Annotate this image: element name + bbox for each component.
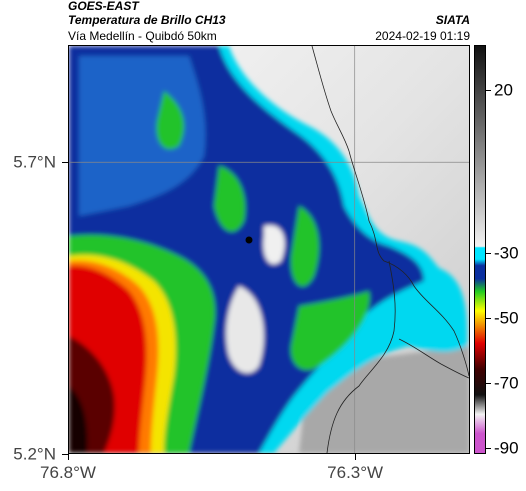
clear-patch-center bbox=[263, 225, 285, 265]
colorbar-tick-label: -90 bbox=[494, 438, 519, 457]
satellite-map bbox=[68, 45, 470, 454]
lon-tick-mark bbox=[68, 454, 69, 460]
green-core-center bbox=[214, 166, 246, 232]
temperature-colorbar bbox=[474, 45, 486, 454]
green-core-east bbox=[290, 206, 319, 287]
timestamp-label: 2024-02-19 01:19 bbox=[375, 29, 470, 43]
clear-patch-south bbox=[226, 286, 264, 374]
colorbar-tick bbox=[486, 317, 491, 319]
boundary-north-south bbox=[311, 46, 469, 377]
lon-tick-label: 76.8°W bbox=[40, 463, 96, 482]
colorbar-tick bbox=[486, 90, 491, 92]
product-title: Temperatura de Brillo CH13 bbox=[68, 13, 226, 27]
colorbar-tick-label: 20 bbox=[494, 80, 513, 100]
colorbar-tick bbox=[486, 252, 491, 254]
lat-tick-label: 5.7°N bbox=[13, 152, 56, 172]
green-core-north bbox=[156, 91, 184, 150]
lon-tick-mark bbox=[355, 454, 357, 460]
lat-tick-mark bbox=[62, 161, 68, 163]
colorbar-tick-label: -50 bbox=[494, 308, 519, 328]
lat-tick-label: 5.2°N bbox=[13, 444, 56, 464]
boundary-south bbox=[326, 260, 396, 453]
green-band-southeast bbox=[290, 291, 370, 370]
brightness-temperature-field bbox=[69, 46, 469, 453]
boundary-east bbox=[398, 338, 469, 379]
satellite-title: GOES-EAST bbox=[68, 0, 139, 13]
zone-subtitle: Vía Medellín - Quibdó 50km bbox=[68, 29, 217, 43]
blue-inner-band bbox=[79, 56, 206, 216]
lat-tick-mark bbox=[62, 454, 68, 455]
colorbar-tick-label: -30 bbox=[494, 243, 519, 263]
cloud-layers bbox=[69, 46, 469, 453]
coldest-region bbox=[69, 386, 88, 453]
colorbar-tick-label: -70 bbox=[494, 373, 519, 393]
lon-tick-label: 76.3°W bbox=[327, 463, 384, 482]
colorbar-tick bbox=[486, 447, 491, 449]
station-marker-icon bbox=[245, 236, 253, 244]
organization-label: SIATA bbox=[435, 13, 470, 27]
colorbar-tick bbox=[486, 382, 491, 384]
